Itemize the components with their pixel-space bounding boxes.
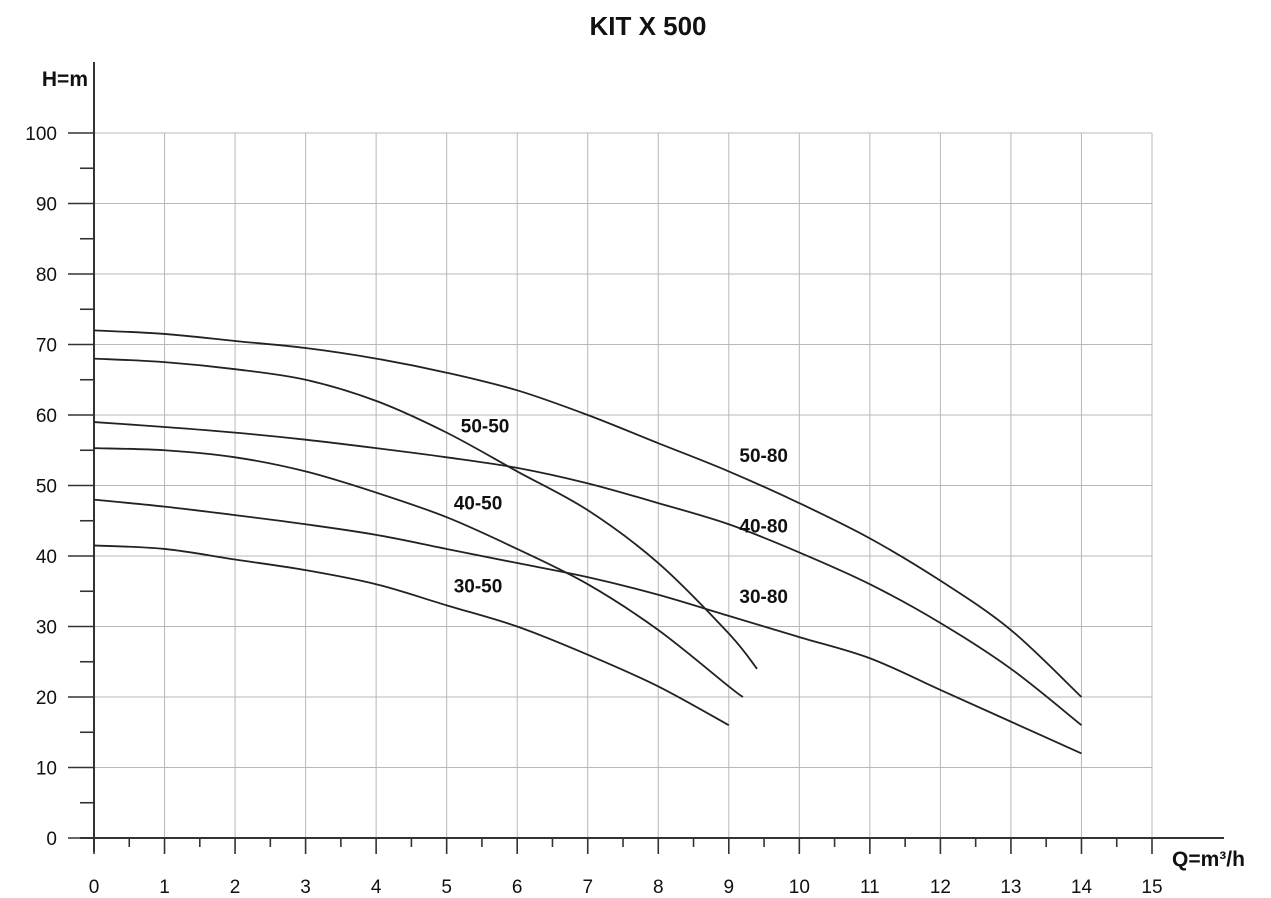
x-tick-labels: 0 1 2 3 4 5 6 7 8 9 10 11 12 13 14 15 xyxy=(89,877,1163,898)
curve-30-50 xyxy=(93,544,730,726)
x-tick-label: 13 xyxy=(1000,877,1021,898)
y-tick-label: 100 xyxy=(25,124,57,145)
x-tick-label: 11 xyxy=(860,877,880,898)
y-tick-label: 60 xyxy=(36,406,57,427)
curve-label-50-80: 50-80 xyxy=(739,446,788,467)
curve-50-80 xyxy=(93,329,1083,698)
chart-title: KIT X 500 xyxy=(589,11,706,41)
curve-30-80 xyxy=(93,498,1082,755)
x-tick-label: 4 xyxy=(371,877,382,898)
curve-label-50-50: 50-50 xyxy=(461,417,510,438)
curve-label-40-50: 40-50 xyxy=(454,493,503,514)
y-tick-label: 80 xyxy=(36,265,57,286)
y-tick-label: 10 xyxy=(36,759,57,780)
curve-40-50 xyxy=(93,447,744,698)
axes xyxy=(68,62,1224,854)
curve-label-40-80: 40-80 xyxy=(739,517,788,538)
y-tick-label: 0 xyxy=(46,829,57,850)
curve-labels: 50-50 40-50 30-50 50-80 40-80 30-80 xyxy=(454,417,788,609)
curve-label-30-80: 30-80 xyxy=(739,587,788,608)
y-tick-labels: 0 10 20 30 40 50 60 70 80 90 100 xyxy=(25,124,57,850)
x-tick-label: 8 xyxy=(653,877,664,898)
x-tick-label: 3 xyxy=(300,877,311,898)
x-tick-label: 5 xyxy=(441,877,452,898)
y-tick-label: 30 xyxy=(36,618,57,639)
y-tick-label: 40 xyxy=(36,547,57,568)
x-tick-label: 15 xyxy=(1141,877,1162,898)
x-tick-label: 14 xyxy=(1071,877,1093,898)
y-tick-label: 70 xyxy=(36,336,57,357)
x-tick-label: 10 xyxy=(789,877,810,898)
x-tick-label: 6 xyxy=(512,877,523,898)
curve-label-30-50: 30-50 xyxy=(454,577,503,598)
x-tick-label: 12 xyxy=(930,877,951,898)
curve-50-50 xyxy=(93,357,758,670)
grid-lines xyxy=(94,132,1153,838)
x-tick-label: 7 xyxy=(582,877,593,898)
x-tick-label: 1 xyxy=(159,877,170,898)
curve-40-80 xyxy=(93,421,1083,726)
y-tick-label: 20 xyxy=(36,688,57,709)
pump-curves xyxy=(93,329,1083,755)
y-tick-label: 50 xyxy=(36,477,57,498)
x-axis-label: Q=m³/h xyxy=(1172,848,1245,871)
x-tick-label: 9 xyxy=(724,877,735,898)
x-tick-label: 2 xyxy=(230,877,241,898)
y-axis-label: H=m xyxy=(42,68,88,91)
x-tick-label: 0 xyxy=(89,877,100,898)
y-tick-label: 90 xyxy=(36,195,57,216)
